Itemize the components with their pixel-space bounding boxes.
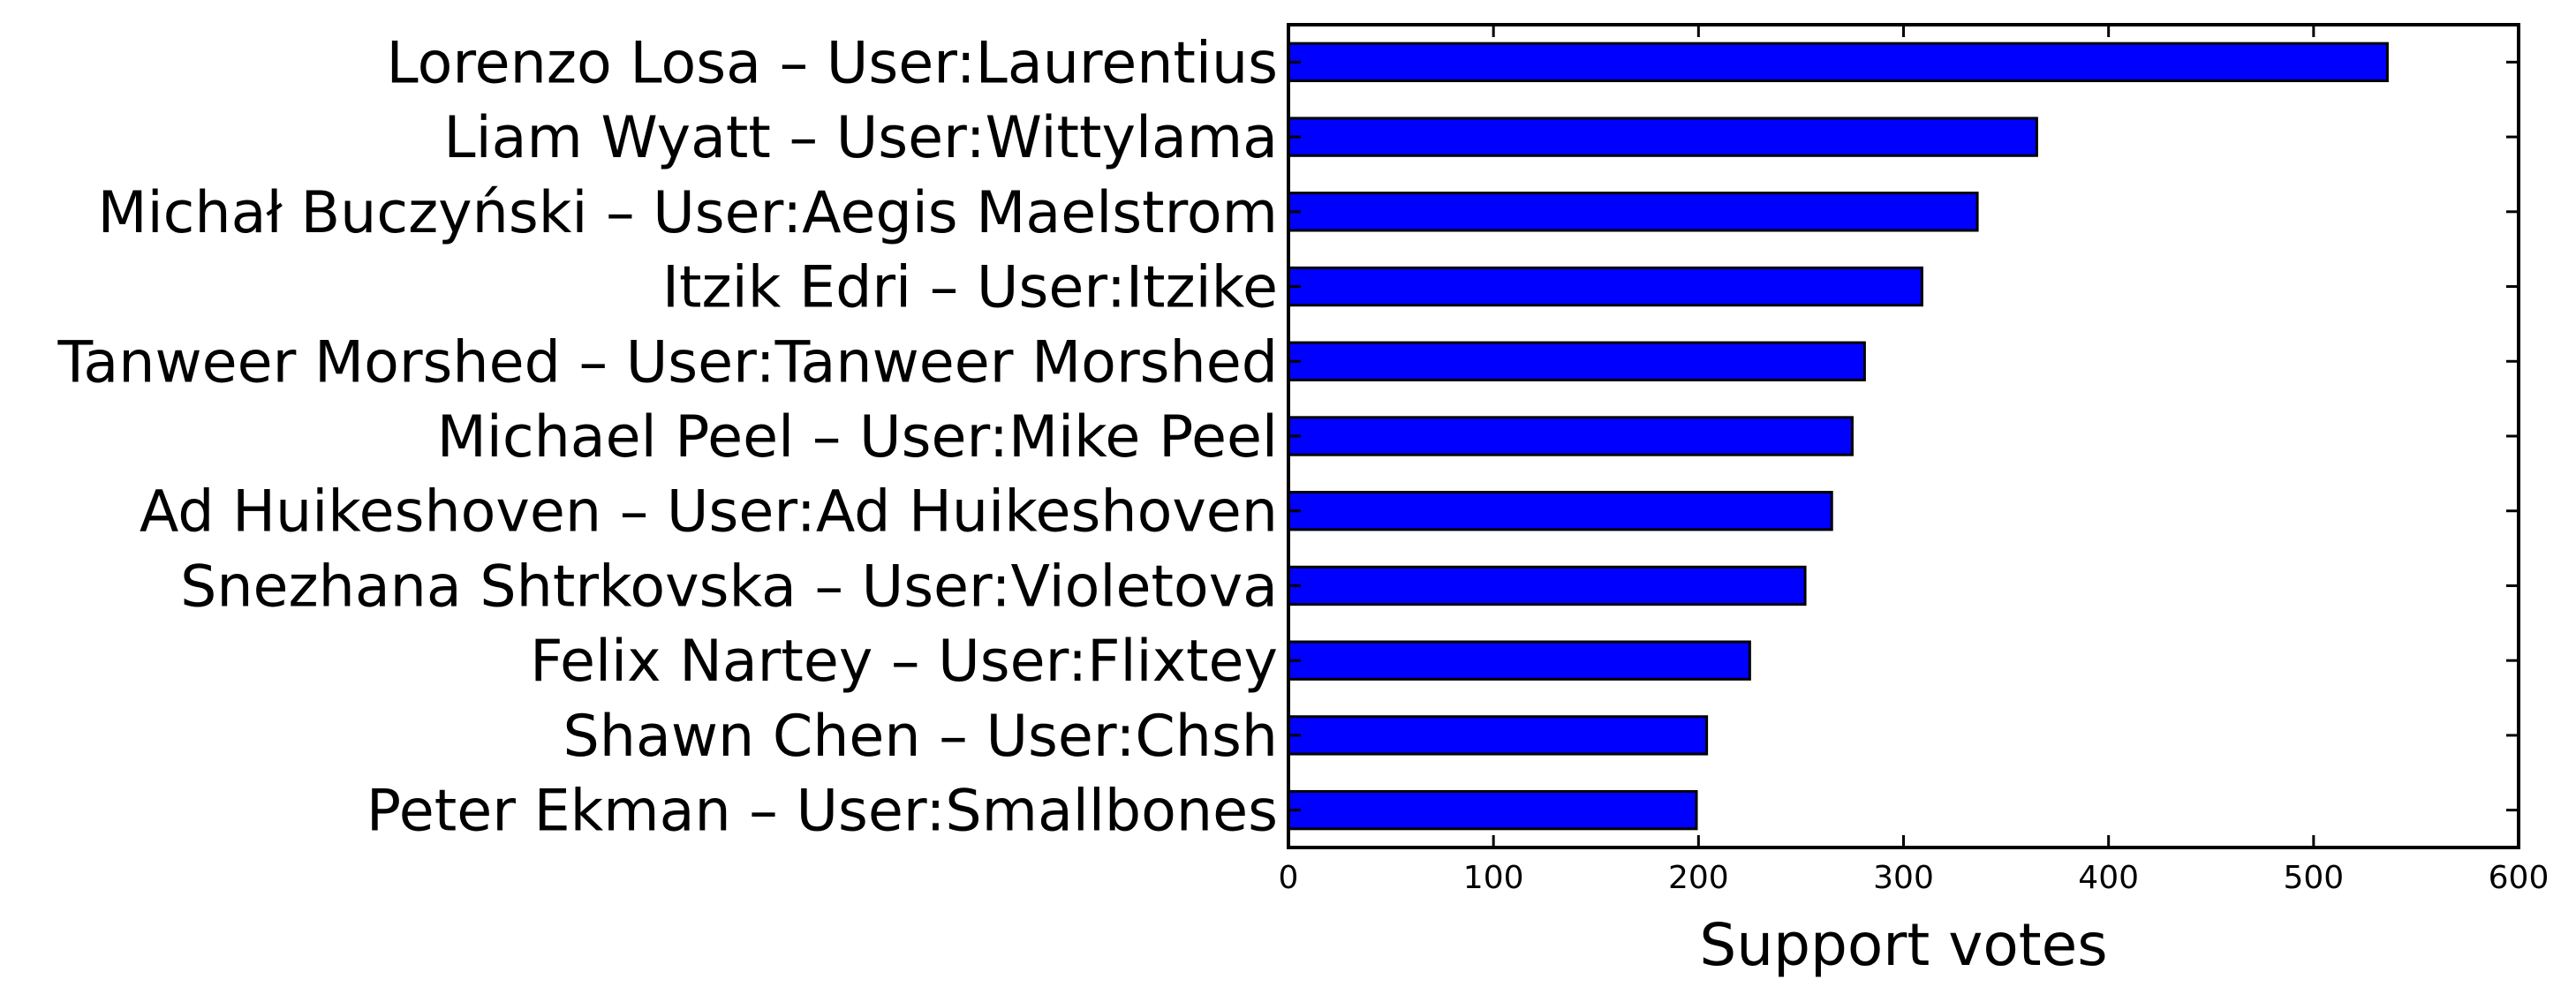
category-label-8: Felix Nartey – User:Flixtey — [530, 629, 1278, 695]
bar-10 — [1287, 789, 1698, 831]
x-tick-label-4: 400 — [2078, 860, 2139, 896]
x-tick-label-6: 600 — [2489, 860, 2550, 896]
x-tick-label-1: 100 — [1463, 860, 1524, 896]
x-axis-title: Support votes — [1699, 911, 2107, 979]
x-tick-label-5: 500 — [2283, 860, 2344, 896]
category-label-2: Michał Buczyński – User:Aegis Maelstrom — [98, 180, 1279, 246]
category-label-4: Tanweer Morshed – User:Tanweer Morshed — [57, 329, 1278, 396]
bar-6 — [1287, 491, 1833, 531]
x-tick-label-3: 300 — [1873, 860, 1934, 896]
category-label-6: Ad Huikeshoven – User:Ad Huikeshoven — [140, 479, 1278, 546]
x-tick-label-0: 0 — [1279, 860, 1299, 896]
category-label-5: Michael Peel – User:Mike Peel — [437, 404, 1278, 471]
category-label-3: Itzik Edri – User:Itzike — [662, 255, 1278, 321]
bar-8 — [1287, 640, 1751, 681]
category-label-1: Liam Wyatt – User:Wittylama — [443, 105, 1278, 171]
category-label-10: Peter Ekman – User:Smallbones — [366, 779, 1278, 845]
x-tick-label-2: 200 — [1668, 860, 1729, 896]
bar-4 — [1287, 341, 1866, 381]
bar-9 — [1287, 715, 1709, 756]
bar-3 — [1287, 266, 1923, 307]
category-label-0: Lorenzo Losa – User:Laurentius — [387, 30, 1278, 96]
bar-7 — [1287, 565, 1807, 606]
category-labels: Lorenzo Losa – User:Laurentius Liam Wyatt… — [57, 30, 1278, 844]
plot-frame — [1287, 23, 2520, 849]
bar-2 — [1287, 192, 1979, 232]
bar-1 — [1287, 117, 2038, 157]
category-label-9: Shawn Chen – User:Chsh — [563, 704, 1278, 770]
bar-0 — [1287, 41, 2389, 83]
category-label-7: Snezhana Shtrkovska – User:Violetova — [180, 554, 1278, 620]
bars-group — [1287, 41, 2389, 831]
bar-5 — [1287, 416, 1854, 456]
